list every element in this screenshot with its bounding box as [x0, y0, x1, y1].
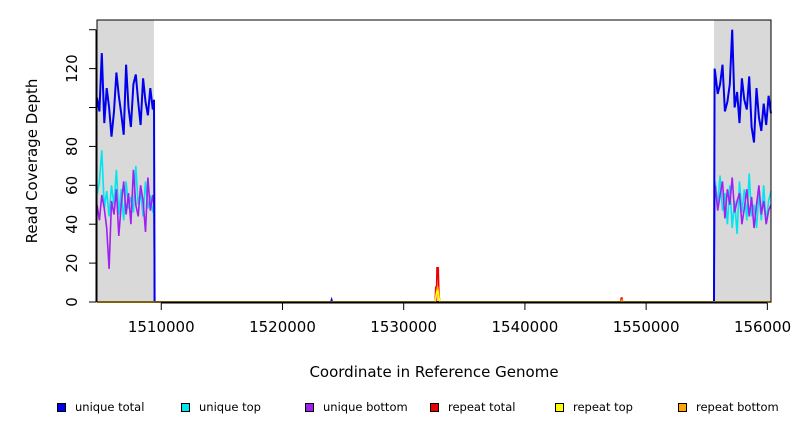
legend-swatch [57, 402, 66, 412]
x-tick-label: 1550000 [613, 318, 680, 336]
x-axis-title: Coordinate in Reference Genome [309, 363, 558, 381]
series-line-repeat-bottom [97, 286, 771, 303]
legend-item: repeat bottom [678, 400, 779, 414]
shaded-region-1 [97, 20, 154, 302]
series-line-repeat-total [97, 266, 771, 303]
chart-legend: unique total unique top unique bottom repea… [0, 400, 792, 418]
y-axis-title: Read Coverage Depth [23, 79, 41, 244]
legend-swatch [305, 402, 314, 412]
coverage-chart: 1510000 1520000 1530000 1540000 1550000 15600… [23, 19, 792, 381]
series-line-unique-top [96, 150, 772, 303]
x-tick-label: 1510000 [128, 318, 195, 336]
y-axis: 0 20 40 60 80 120 [63, 29, 97, 307]
series-line-repeat-top [97, 290, 771, 303]
series-line-unique-bottom [96, 169, 772, 303]
x-axis: 1510000 1520000 1530000 1540000 1550000 15600… [128, 302, 792, 336]
shaded-region-2 [714, 20, 771, 302]
plot-frame [96, 19, 772, 303]
x-tick-label: 1520000 [249, 318, 316, 336]
x-tick-label: 1530000 [370, 318, 437, 336]
shaded-regions [97, 20, 771, 302]
legend-swatch [678, 402, 687, 412]
legend-label: unique bottom [323, 400, 408, 414]
legend-item: repeat total [430, 400, 515, 414]
legend-label: repeat bottom [696, 400, 779, 414]
legend-label: repeat top [573, 400, 633, 414]
series-lines [96, 29, 772, 303]
y-tick-label: 40 [63, 215, 81, 234]
x-tick-label: 1540000 [492, 318, 559, 336]
legend-item: unique top [181, 400, 261, 414]
series-line-unique-total [96, 29, 772, 303]
legend-swatch [430, 402, 439, 412]
y-tick-label: 80 [63, 137, 81, 156]
y-tick-label: 20 [63, 254, 81, 273]
y-tick-label: 120 [63, 54, 81, 83]
legend-swatch [181, 402, 190, 412]
legend-label: unique total [75, 400, 145, 414]
legend-label: repeat total [448, 400, 516, 414]
legend-label: unique top [199, 400, 261, 414]
legend-swatch [555, 402, 564, 412]
y-tick-label: 0 [63, 297, 81, 307]
legend-item: repeat top [555, 400, 633, 414]
legend-item: unique bottom [305, 400, 408, 414]
y-tick-label: 60 [63, 176, 81, 195]
legend-item: unique total [57, 400, 144, 414]
